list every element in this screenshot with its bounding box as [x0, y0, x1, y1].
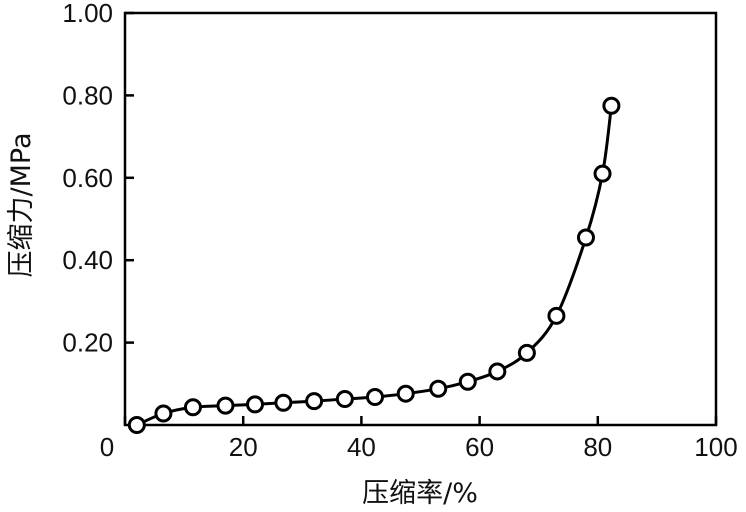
data-point — [305, 392, 324, 411]
data-point — [547, 306, 566, 325]
data-point — [458, 372, 477, 391]
x-tick-label: 60 — [465, 432, 494, 462]
data-point — [365, 387, 384, 406]
x-tick-label: 20 — [229, 432, 258, 462]
data-point — [429, 379, 448, 398]
data-points — [127, 96, 621, 434]
x-tick-label: 0 — [100, 432, 114, 462]
x-tick-label: 100 — [694, 432, 737, 462]
data-point — [576, 228, 595, 247]
data-point — [274, 393, 293, 412]
y-tick-label: 0.40 — [62, 245, 113, 275]
data-point — [335, 390, 354, 409]
data-point — [396, 384, 415, 403]
y-tick-label: 1.00 — [62, 0, 113, 28]
y-tick-label: 0.80 — [62, 80, 113, 110]
x-tick-label: 80 — [583, 432, 612, 462]
axis-ticks: 0 20 40 60 80 100 0.20 0.40 0.60 0.80 1.00 — [62, 0, 737, 462]
data-point — [183, 398, 202, 417]
data-point — [246, 395, 265, 414]
fit-curve — [136, 105, 613, 427]
y-tick-label: 0.60 — [62, 163, 113, 193]
x-axis-label: 压缩率/% — [362, 478, 478, 509]
data-point — [593, 164, 612, 183]
data-point — [216, 396, 235, 415]
x-tick-label: 40 — [347, 432, 376, 462]
data-point — [154, 404, 173, 423]
data-point — [488, 362, 507, 381]
data-point — [602, 96, 621, 115]
y-tick-label: 0.20 — [62, 328, 113, 358]
y-axis-label: 压缩力/MPa — [6, 132, 37, 277]
data-point — [517, 343, 536, 362]
data-point — [127, 416, 146, 434]
plot-frame — [123, 11, 718, 427]
